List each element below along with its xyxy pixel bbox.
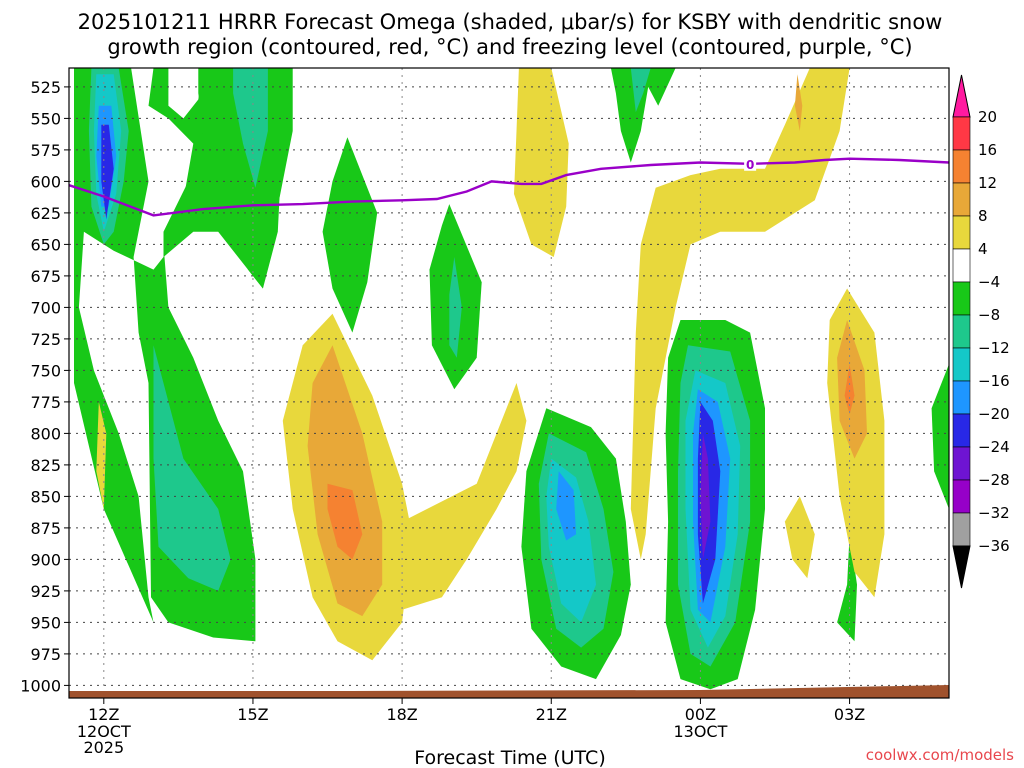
y-tick-label-925: 925 xyxy=(30,582,61,601)
y-tick-label-675: 675 xyxy=(30,267,61,286)
x-tick-sublabel-12OCT: 12OCT xyxy=(77,722,131,741)
x-tick-label-00Z: 00Z xyxy=(685,705,716,724)
colorbar-bin-2 xyxy=(952,182,971,217)
y-tick-label-550: 550 xyxy=(30,109,61,128)
y-tick-label-775: 775 xyxy=(30,393,61,412)
y-tick-label-950: 950 xyxy=(30,613,61,632)
colorbar-bin-8 xyxy=(952,380,971,415)
colorbar-bin-5 xyxy=(952,281,971,316)
colorbar: 20 16 12 8 4 −4 −8 −12 −16 −20 −24 −28 −32 −36 xyxy=(952,74,1010,589)
y-tick-label-1000: 1000 xyxy=(20,676,61,695)
omega-fill-yellow-18z xyxy=(402,383,527,610)
x-tick-label-15Z: 15Z xyxy=(237,705,268,724)
omega-fill-gold-02z xyxy=(794,74,803,131)
colorbar-label-13: −36 xyxy=(978,537,1010,555)
colorbar-bin-9 xyxy=(952,413,971,448)
omega-fill-yellow-23z xyxy=(630,68,850,560)
omega-fill-teal-14z xyxy=(233,68,268,188)
colorbar-bin-10 xyxy=(952,446,971,481)
colorbar-label-1: 16 xyxy=(978,141,997,159)
colorbar-label-0: 20 xyxy=(978,108,997,126)
x-tick-label-18Z: 18Z xyxy=(386,705,417,724)
colorbar-label-4: 4 xyxy=(978,240,988,258)
freezing-level-label: 0 xyxy=(746,158,754,172)
y-tick-label-975: 975 xyxy=(30,645,61,664)
omega-fill-yellow-0130z xyxy=(784,496,815,579)
plot-frame xyxy=(68,67,950,699)
omega-fill-teal-22z xyxy=(630,68,651,113)
omega-fill-green-16z xyxy=(322,137,378,333)
x-axis-title: Forecast Time (UTC) xyxy=(414,747,605,768)
freezing-level-label-bg xyxy=(744,155,757,171)
omega-fill-green-14z xyxy=(163,68,293,289)
colorbar-bin-12 xyxy=(952,512,971,547)
colorbar-bin-4 xyxy=(952,248,971,283)
colorbar-bin-6 xyxy=(952,314,971,349)
colorbar-label-11: −28 xyxy=(978,471,1010,489)
y-tick-label-800: 800 xyxy=(30,424,61,443)
colorbar-bin-7 xyxy=(952,347,971,382)
omega-fill-green-22z xyxy=(610,68,676,163)
x-tick-label-21Z: 21Z xyxy=(536,705,567,724)
colorbar-bottom-arrow xyxy=(952,545,971,589)
colorbar-bin-11 xyxy=(952,479,971,514)
colorbar-label-8: −16 xyxy=(978,372,1010,390)
terrain-fill xyxy=(69,685,949,698)
colorbar-bin-1 xyxy=(952,149,971,184)
y-axis-ticks: 525 550 575 600 625 650 675 700 725 750 775 800 825 8… xyxy=(20,78,69,695)
colorbar-bin-3 xyxy=(952,215,971,250)
x-tick-label-12Z: 12Z xyxy=(88,705,119,724)
y-tick-label-575: 575 xyxy=(30,141,61,160)
chart-title-line-2: growth region (contoured, red, °C) and f… xyxy=(107,35,912,59)
colorbar-label-3: 8 xyxy=(978,207,988,225)
y-tick-label-650: 650 xyxy=(30,235,61,254)
y-tick-label-850: 850 xyxy=(30,487,61,506)
omega-fill-green-03z xyxy=(837,534,857,642)
terrain-band xyxy=(69,685,949,698)
omega-fill-yellow-20z xyxy=(514,68,569,257)
colorbar-label-6: −8 xyxy=(978,306,1000,324)
credit-text: coolwx.com/models xyxy=(866,746,1014,764)
y-tick-label-700: 700 xyxy=(30,298,61,317)
y-tick-label-875: 875 xyxy=(30,519,61,538)
colorbar-label-7: −12 xyxy=(978,339,1010,357)
freezing-level-contour: 0 xyxy=(68,155,950,217)
omega-fill-teal-13z xyxy=(153,345,231,591)
y-tick-label-825: 825 xyxy=(30,456,61,475)
colorbar-label-5: −4 xyxy=(978,273,1000,291)
colorbar-label-9: −20 xyxy=(978,405,1010,423)
omega-fill-orange-16z xyxy=(327,483,363,560)
colorbar-label-12: −32 xyxy=(978,504,1010,522)
x-tick-sublabel-13OCT: 13OCT xyxy=(673,722,727,741)
y-tick-label-750: 750 xyxy=(30,361,61,380)
y-tick-label-625: 625 xyxy=(30,204,61,223)
y-tick-label-900: 900 xyxy=(30,550,61,569)
chart-title-line-1: 2025101211 HRRR Forecast Omega (shaded, … xyxy=(78,10,943,34)
colorbar-top-arrow xyxy=(952,74,971,118)
grid-lines xyxy=(69,68,949,698)
x-tick-sublabel-2025: 2025 xyxy=(83,738,124,757)
y-tick-label-600: 600 xyxy=(30,172,61,191)
y-tick-label-525: 525 xyxy=(30,78,61,97)
colorbar-label-2: 12 xyxy=(978,174,997,192)
x-tick-label-03Z: 03Z xyxy=(834,705,865,724)
omega-fill-blue-21z xyxy=(556,471,577,541)
colorbar-bin-0 xyxy=(952,116,971,151)
freezing-level-line xyxy=(68,157,950,217)
y-tick-label-725: 725 xyxy=(30,330,61,349)
colorbar-label-10: −24 xyxy=(978,438,1010,456)
omega-shading xyxy=(74,68,949,690)
omega-fill-green-right xyxy=(931,364,949,509)
omega-fill-gold-16z xyxy=(307,345,383,617)
